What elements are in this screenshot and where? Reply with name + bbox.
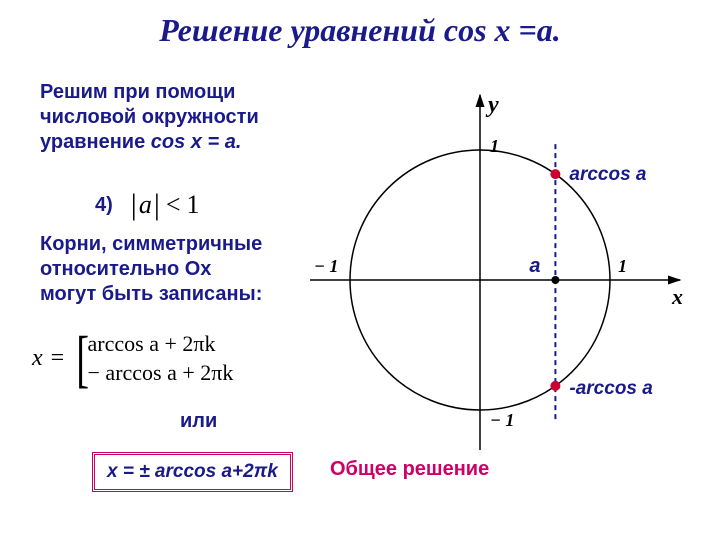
case-row: 4) | a | < 1 bbox=[95, 188, 200, 222]
symm-line2: относительно Ох bbox=[40, 258, 211, 280]
or-label: или bbox=[180, 410, 217, 433]
intro-equation: cos x = a. bbox=[151, 131, 242, 153]
symm-line1: Корни, симметричные bbox=[40, 233, 262, 255]
formula-block: x = [ arccos a + 2πk − arccos a + 2πk bbox=[32, 330, 233, 387]
case-number: 4) bbox=[95, 194, 113, 217]
symmetry-text: Корни, симметричные относительно Ох могу… bbox=[40, 232, 340, 307]
intro-line3-prefix: уравнение bbox=[40, 131, 151, 153]
general-solution-label: Общее решение bbox=[330, 458, 489, 481]
svg-text:− 1: − 1 bbox=[314, 256, 338, 276]
page-title: Решение уравнений cos x =a. bbox=[0, 12, 720, 49]
symm-line3: могут быть записаны: bbox=[40, 283, 262, 305]
formula-x: x bbox=[32, 345, 43, 372]
svg-text:a: a bbox=[529, 255, 540, 277]
intro-line2: числовой окружности bbox=[40, 106, 259, 128]
svg-text:-arccos a: -arccos a bbox=[569, 378, 653, 399]
svg-text:− 1: − 1 bbox=[490, 410, 514, 430]
formula-line-1: arccos a + 2πk bbox=[88, 330, 234, 359]
abs-relation: < bbox=[160, 190, 187, 220]
abs-rhs: 1 bbox=[187, 190, 200, 220]
svg-text:arccos a: arccos a bbox=[569, 164, 647, 185]
formula-lines: arccos a + 2πk − arccos a + 2πk bbox=[88, 330, 234, 387]
svg-text:1: 1 bbox=[490, 136, 499, 156]
formula-equals: = bbox=[43, 345, 73, 372]
abs-variable: a bbox=[137, 190, 154, 220]
bracket-icon: [ bbox=[76, 333, 89, 384]
svg-text:1: 1 bbox=[618, 256, 627, 276]
unit-circle-diagram: 1 − 1 1 − 1 x y a arccos a -arccos a bbox=[310, 55, 710, 455]
intro-text: Решим при помощи числовой окружности ура… bbox=[40, 80, 340, 155]
boxed-formula: x = ± arccos a+2πk bbox=[92, 452, 293, 492]
svg-text:y: y bbox=[485, 92, 499, 118]
abs-condition: | a | < 1 bbox=[131, 188, 200, 222]
formula-line-2: − arccos a + 2πk bbox=[88, 359, 234, 388]
intro-line1: Решим при помощи bbox=[40, 81, 235, 103]
svg-text:x: x bbox=[671, 284, 683, 309]
